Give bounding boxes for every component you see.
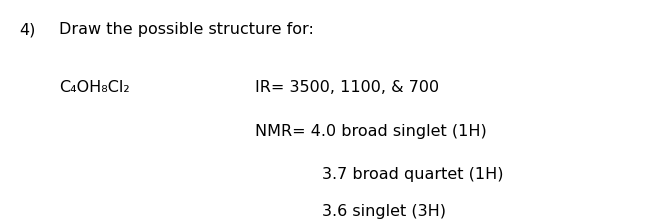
Text: Draw the possible structure for:: Draw the possible structure for: [59,22,315,37]
Text: NMR= 4.0 broad singlet (1H): NMR= 4.0 broad singlet (1H) [255,124,487,139]
Text: 3.6 singlet (3H): 3.6 singlet (3H) [322,204,446,219]
Text: IR= 3500, 1100, & 700: IR= 3500, 1100, & 700 [255,80,439,95]
Text: 3.7 broad quartet (1H): 3.7 broad quartet (1H) [322,166,503,182]
Text: C₄OH₈Cl₂: C₄OH₈Cl₂ [59,80,130,95]
Text: 4): 4) [19,22,36,37]
